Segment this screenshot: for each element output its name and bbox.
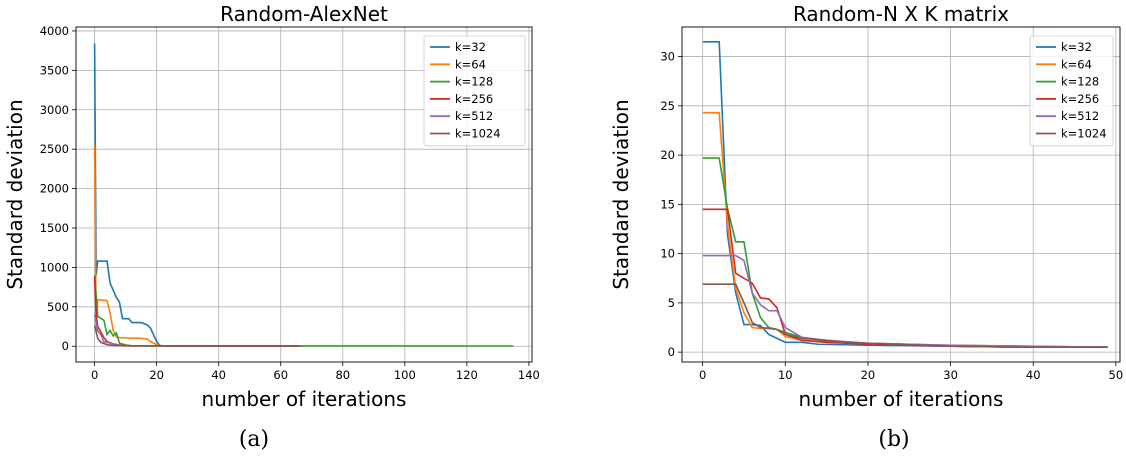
series-line-k-64	[702, 111, 1108, 349]
legend-label: k=256	[1061, 92, 1099, 106]
x-tick-label: 30	[943, 368, 958, 382]
y-axis-label: Standard deviation	[609, 99, 633, 289]
legend-label: k=32	[1061, 40, 1092, 54]
x-axis-label: number of iterations	[799, 387, 1004, 411]
series-line-k-32	[93, 43, 303, 347]
x-tick-label: 40	[211, 368, 226, 382]
legend-label: k=1024	[455, 127, 501, 141]
x-tick-label: 0	[699, 368, 706, 382]
y-tick-label: 15	[660, 197, 675, 211]
x-tick-label: 20	[861, 368, 876, 382]
caption-b: (b)	[878, 427, 909, 452]
y-tick-label: 5	[668, 296, 675, 310]
chart-random-alexnet: 0 20 40 60 80 100 120 140 0 500 1000 1500 2000 2500 30…	[3, 2, 540, 411]
y-axis-label: Standard deviation	[3, 99, 27, 289]
x-tick-label: 40	[1026, 368, 1041, 382]
series-line-k-1024	[702, 283, 1108, 349]
series-line-k-1024	[93, 325, 300, 347]
y-tick-label: 10	[660, 247, 675, 261]
y-tick-label: 0	[668, 345, 675, 359]
x-tick-label: 80	[335, 368, 350, 382]
x-axis-label: number of iterations	[202, 387, 407, 411]
legend-label: k=32	[455, 40, 486, 54]
series-line-k-64	[93, 145, 303, 347]
x-tick-label: 100	[394, 368, 416, 382]
plot-frame	[75, 26, 533, 363]
legend-label: k=1024	[1061, 127, 1107, 141]
legend-label: k=512	[455, 109, 493, 123]
x-tick-label: 0	[91, 368, 98, 382]
y-tick-label: 20	[660, 148, 675, 162]
legend-label: k=512	[1061, 109, 1099, 123]
legend-label: k=64	[455, 57, 486, 71]
y-tick-label: 25	[660, 99, 675, 113]
legend-label: k=256	[455, 92, 493, 106]
chart-random-nxk-matrix: 0 10 20 30 40 50 0 5 10 15 20 25 30 Random-N X K matr…	[609, 2, 1123, 411]
x-tick-label: 140	[518, 368, 540, 382]
series-line-k-256	[93, 276, 300, 347]
y-tick-label: 4000	[40, 24, 69, 38]
y-tick-label: 500	[47, 300, 69, 314]
y-tick-label: 2500	[40, 142, 69, 156]
caption-a: (a)	[239, 427, 269, 452]
y-tick-label: 1500	[40, 221, 69, 235]
plot-frame	[681, 26, 1121, 363]
x-tick-label: 20	[149, 368, 164, 382]
y-tick-label: 2000	[40, 182, 69, 196]
x-tick-label: 120	[456, 368, 478, 382]
legend-label: k=64	[1061, 57, 1092, 71]
series-line-k-512	[702, 254, 1108, 349]
x-tick-label: 50	[1109, 368, 1124, 382]
x-tick-label: 10	[778, 368, 793, 382]
legend-label: k=128	[455, 75, 493, 89]
y-tick-label: 3500	[40, 63, 69, 77]
y-tick-label: 1000	[40, 260, 69, 274]
series-line-k-256	[702, 208, 1108, 349]
chart-title: Random-AlexNet	[220, 2, 388, 26]
series-line-k-128	[702, 157, 1108, 349]
y-tick-label: 0	[62, 339, 69, 353]
y-tick-label: 30	[660, 50, 675, 64]
chart-title: Random-N X K matrix	[793, 2, 1009, 26]
legend-label: k=128	[1061, 75, 1099, 89]
x-tick-label: 60	[273, 368, 288, 382]
series-line-k-128	[93, 275, 514, 347]
y-tick-label: 3000	[40, 103, 69, 117]
